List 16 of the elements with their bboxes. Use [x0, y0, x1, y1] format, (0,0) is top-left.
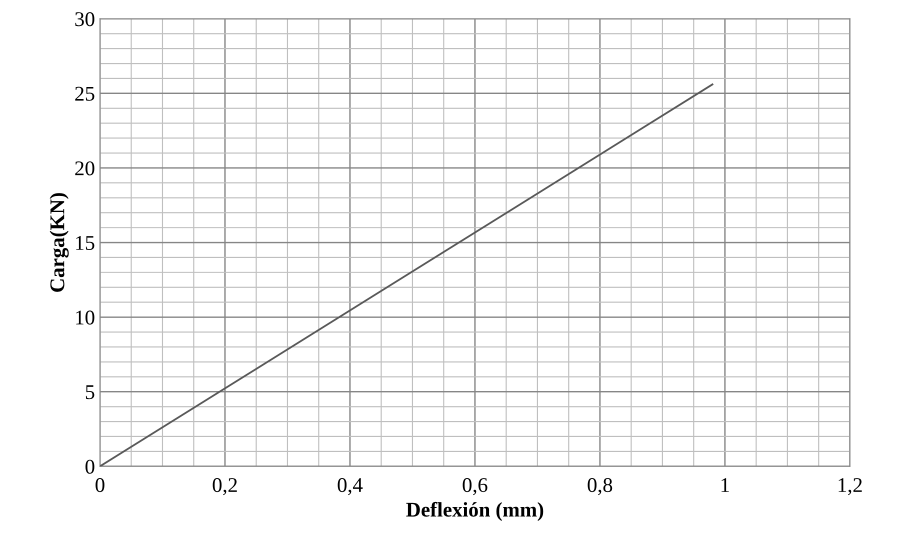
y-tick-label: 25 [75, 86, 94, 101]
y-tick-label: 30 [75, 12, 94, 26]
x-tick-label: 0,6 [462, 478, 488, 496]
x-tick-label: 0,4 [338, 478, 363, 496]
x-axis-title: Deflexión (mm) [406, 502, 544, 521]
y-axis-title: Carga(KN) [50, 193, 69, 292]
x-tick-label: 1 [722, 478, 729, 492]
x-tick-label: 1,2 [838, 478, 862, 496]
y-tick-label: 10 [76, 310, 94, 325]
x-tick-label: 0 [96, 478, 104, 492]
y-tick-label: 15 [76, 236, 94, 250]
x-tick-label: 0,8 [588, 478, 612, 496]
x-tick-label: 0,2 [212, 478, 237, 496]
y-tick-label: 0 [86, 460, 94, 474]
y-tick-label: 20 [75, 161, 94, 176]
y-tick-label: 5 [86, 385, 94, 400]
